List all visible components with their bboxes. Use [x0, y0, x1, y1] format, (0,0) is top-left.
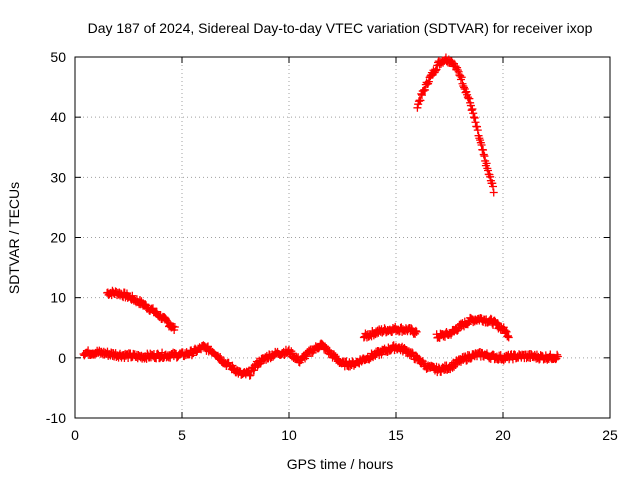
data-point: [501, 327, 510, 336]
data-point: [412, 327, 421, 336]
data-point: [484, 166, 493, 175]
data-point: [473, 126, 482, 135]
data-point: [460, 83, 469, 92]
series-arc-4: [432, 313, 513, 342]
data-point: [245, 371, 254, 380]
data-point: [431, 66, 440, 75]
x-tick-label: 5: [178, 427, 186, 443]
data-point: [553, 350, 562, 359]
data-point: [417, 91, 426, 100]
data-point: [424, 77, 433, 86]
data-point: [546, 350, 555, 359]
data-point: [407, 324, 416, 333]
data-point: [489, 188, 498, 197]
data-point: [465, 94, 474, 103]
data-point: [371, 351, 380, 360]
data-point: [203, 342, 212, 351]
data-point: [473, 122, 482, 131]
data-point: [456, 71, 465, 80]
x-tick-label: 25: [602, 427, 618, 443]
axis-ticks: 0 5 10 15 20 25 -10 0 10 20 30 40 50: [46, 49, 618, 443]
data-point: [419, 86, 428, 95]
y-tick-label: 10: [50, 290, 66, 306]
data-point: [503, 331, 512, 340]
data-point: [246, 371, 255, 380]
y-tick-label: 50: [50, 49, 66, 65]
data-point: [457, 73, 466, 82]
data-point: [453, 326, 462, 335]
data-point: [475, 134, 484, 143]
data-point: [413, 103, 422, 112]
x-axis-label: GPS time / hours: [287, 456, 394, 472]
data-point: [480, 152, 489, 161]
data-point: [416, 96, 425, 105]
x-tick-label: 15: [388, 427, 404, 443]
data-point: [489, 182, 498, 191]
data-point: [414, 97, 423, 106]
data-point: [470, 113, 479, 122]
series-arc-3: [359, 322, 421, 342]
data-point: [432, 65, 441, 74]
data-point: [466, 101, 475, 110]
data-point: [424, 79, 433, 88]
y-tick-label: 0: [58, 350, 66, 366]
series-arc-2: [413, 53, 498, 197]
data-point: [479, 145, 488, 154]
data-point: [552, 354, 561, 363]
data-point: [504, 333, 513, 342]
data-point: [216, 352, 225, 361]
data-point: [421, 85, 430, 94]
data-point: [463, 93, 472, 102]
y-tick-label: 30: [50, 169, 66, 185]
y-tick-label: 40: [50, 109, 66, 125]
data-point: [469, 109, 478, 118]
y-tick-label: -10: [46, 410, 66, 426]
data-point: [451, 361, 460, 370]
data-point: [447, 330, 456, 339]
x-tick-label: 20: [495, 427, 511, 443]
data-point: [170, 322, 179, 331]
data-point: [330, 350, 339, 359]
y-tick-label: 20: [50, 230, 66, 246]
data-point: [482, 159, 491, 168]
data-point: [468, 104, 477, 113]
chart-title: Day 187 of 2024, Sidereal Day-to-day VTE…: [88, 20, 593, 36]
y-axis-label: SDTVAR / TECUs: [6, 182, 22, 294]
data-point: [479, 150, 488, 159]
data-point: [469, 113, 478, 122]
data-point: [553, 352, 562, 361]
data-point: [411, 326, 420, 335]
data-points: [79, 53, 562, 380]
data-point: [502, 327, 511, 336]
x-tick-label: 10: [281, 427, 297, 443]
series-arc-1: [103, 286, 179, 335]
data-point: [453, 66, 462, 75]
data-point: [471, 118, 480, 127]
series-arc-5: [79, 339, 562, 380]
data-point: [477, 141, 486, 150]
x-tick-label: 0: [71, 427, 79, 443]
data-point: [486, 172, 495, 181]
data-point: [148, 304, 157, 313]
data-point: [499, 356, 508, 365]
